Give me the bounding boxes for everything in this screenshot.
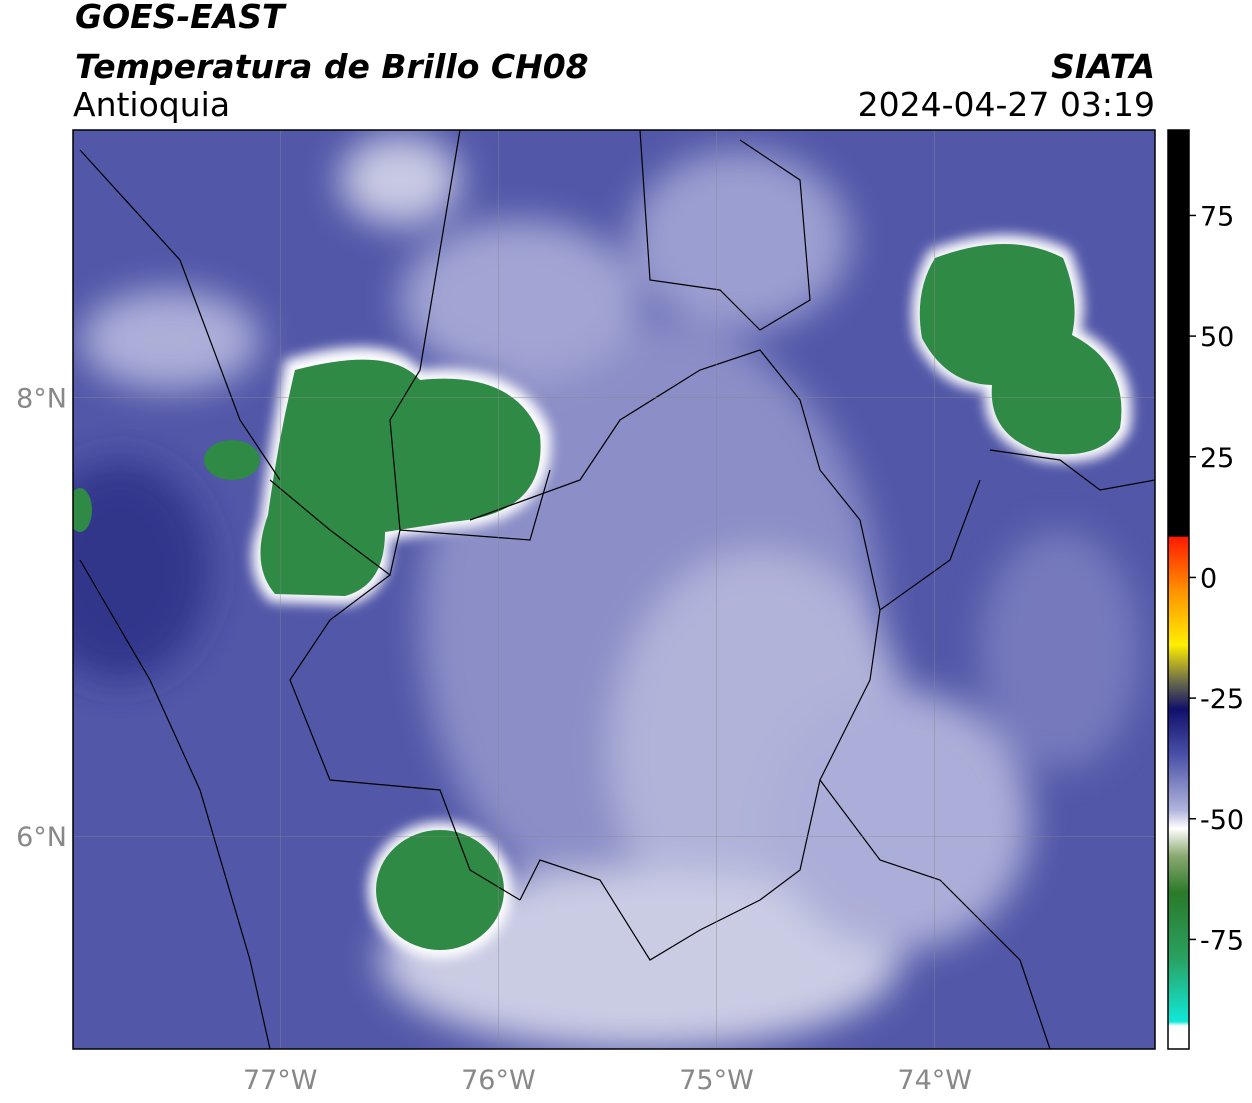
colorbar-tick-label: 75: [1200, 201, 1234, 232]
colorbar-tick-label: -25: [1200, 684, 1244, 715]
x-tick-label: 77°W: [243, 1065, 318, 1096]
region: Antioquia: [73, 85, 230, 124]
y-tick-label: 6°N: [16, 822, 67, 853]
colorbar: [1167, 129, 1190, 1050]
x-tick-label: 75°W: [679, 1065, 754, 1096]
map-image: [73, 130, 1155, 1049]
title: GOES-EAST: [75, 0, 287, 36]
subtitle: Temperatura de Brillo CH08: [75, 47, 589, 86]
colorbar-tick-label: 50: [1200, 322, 1234, 353]
source: SIATA: [1051, 47, 1155, 86]
colorbar-tick-label: -50: [1200, 805, 1244, 836]
x-tick-label: 76°W: [461, 1065, 536, 1096]
cold-cloud-tops: [73, 235, 1132, 958]
colorbar-tick-label: 0: [1200, 563, 1217, 594]
colorbar-tick-label: 25: [1200, 443, 1234, 474]
map-frame: [72, 129, 1156, 1050]
y-tick-label: 8°N: [16, 384, 67, 415]
grid: [73, 130, 1155, 1049]
boundaries: [79, 130, 1155, 1049]
colorbar-tick-label: -75: [1200, 925, 1244, 956]
datetime: 2024-04-27 03:19: [858, 85, 1155, 124]
x-tick-label: 74°W: [897, 1065, 972, 1096]
